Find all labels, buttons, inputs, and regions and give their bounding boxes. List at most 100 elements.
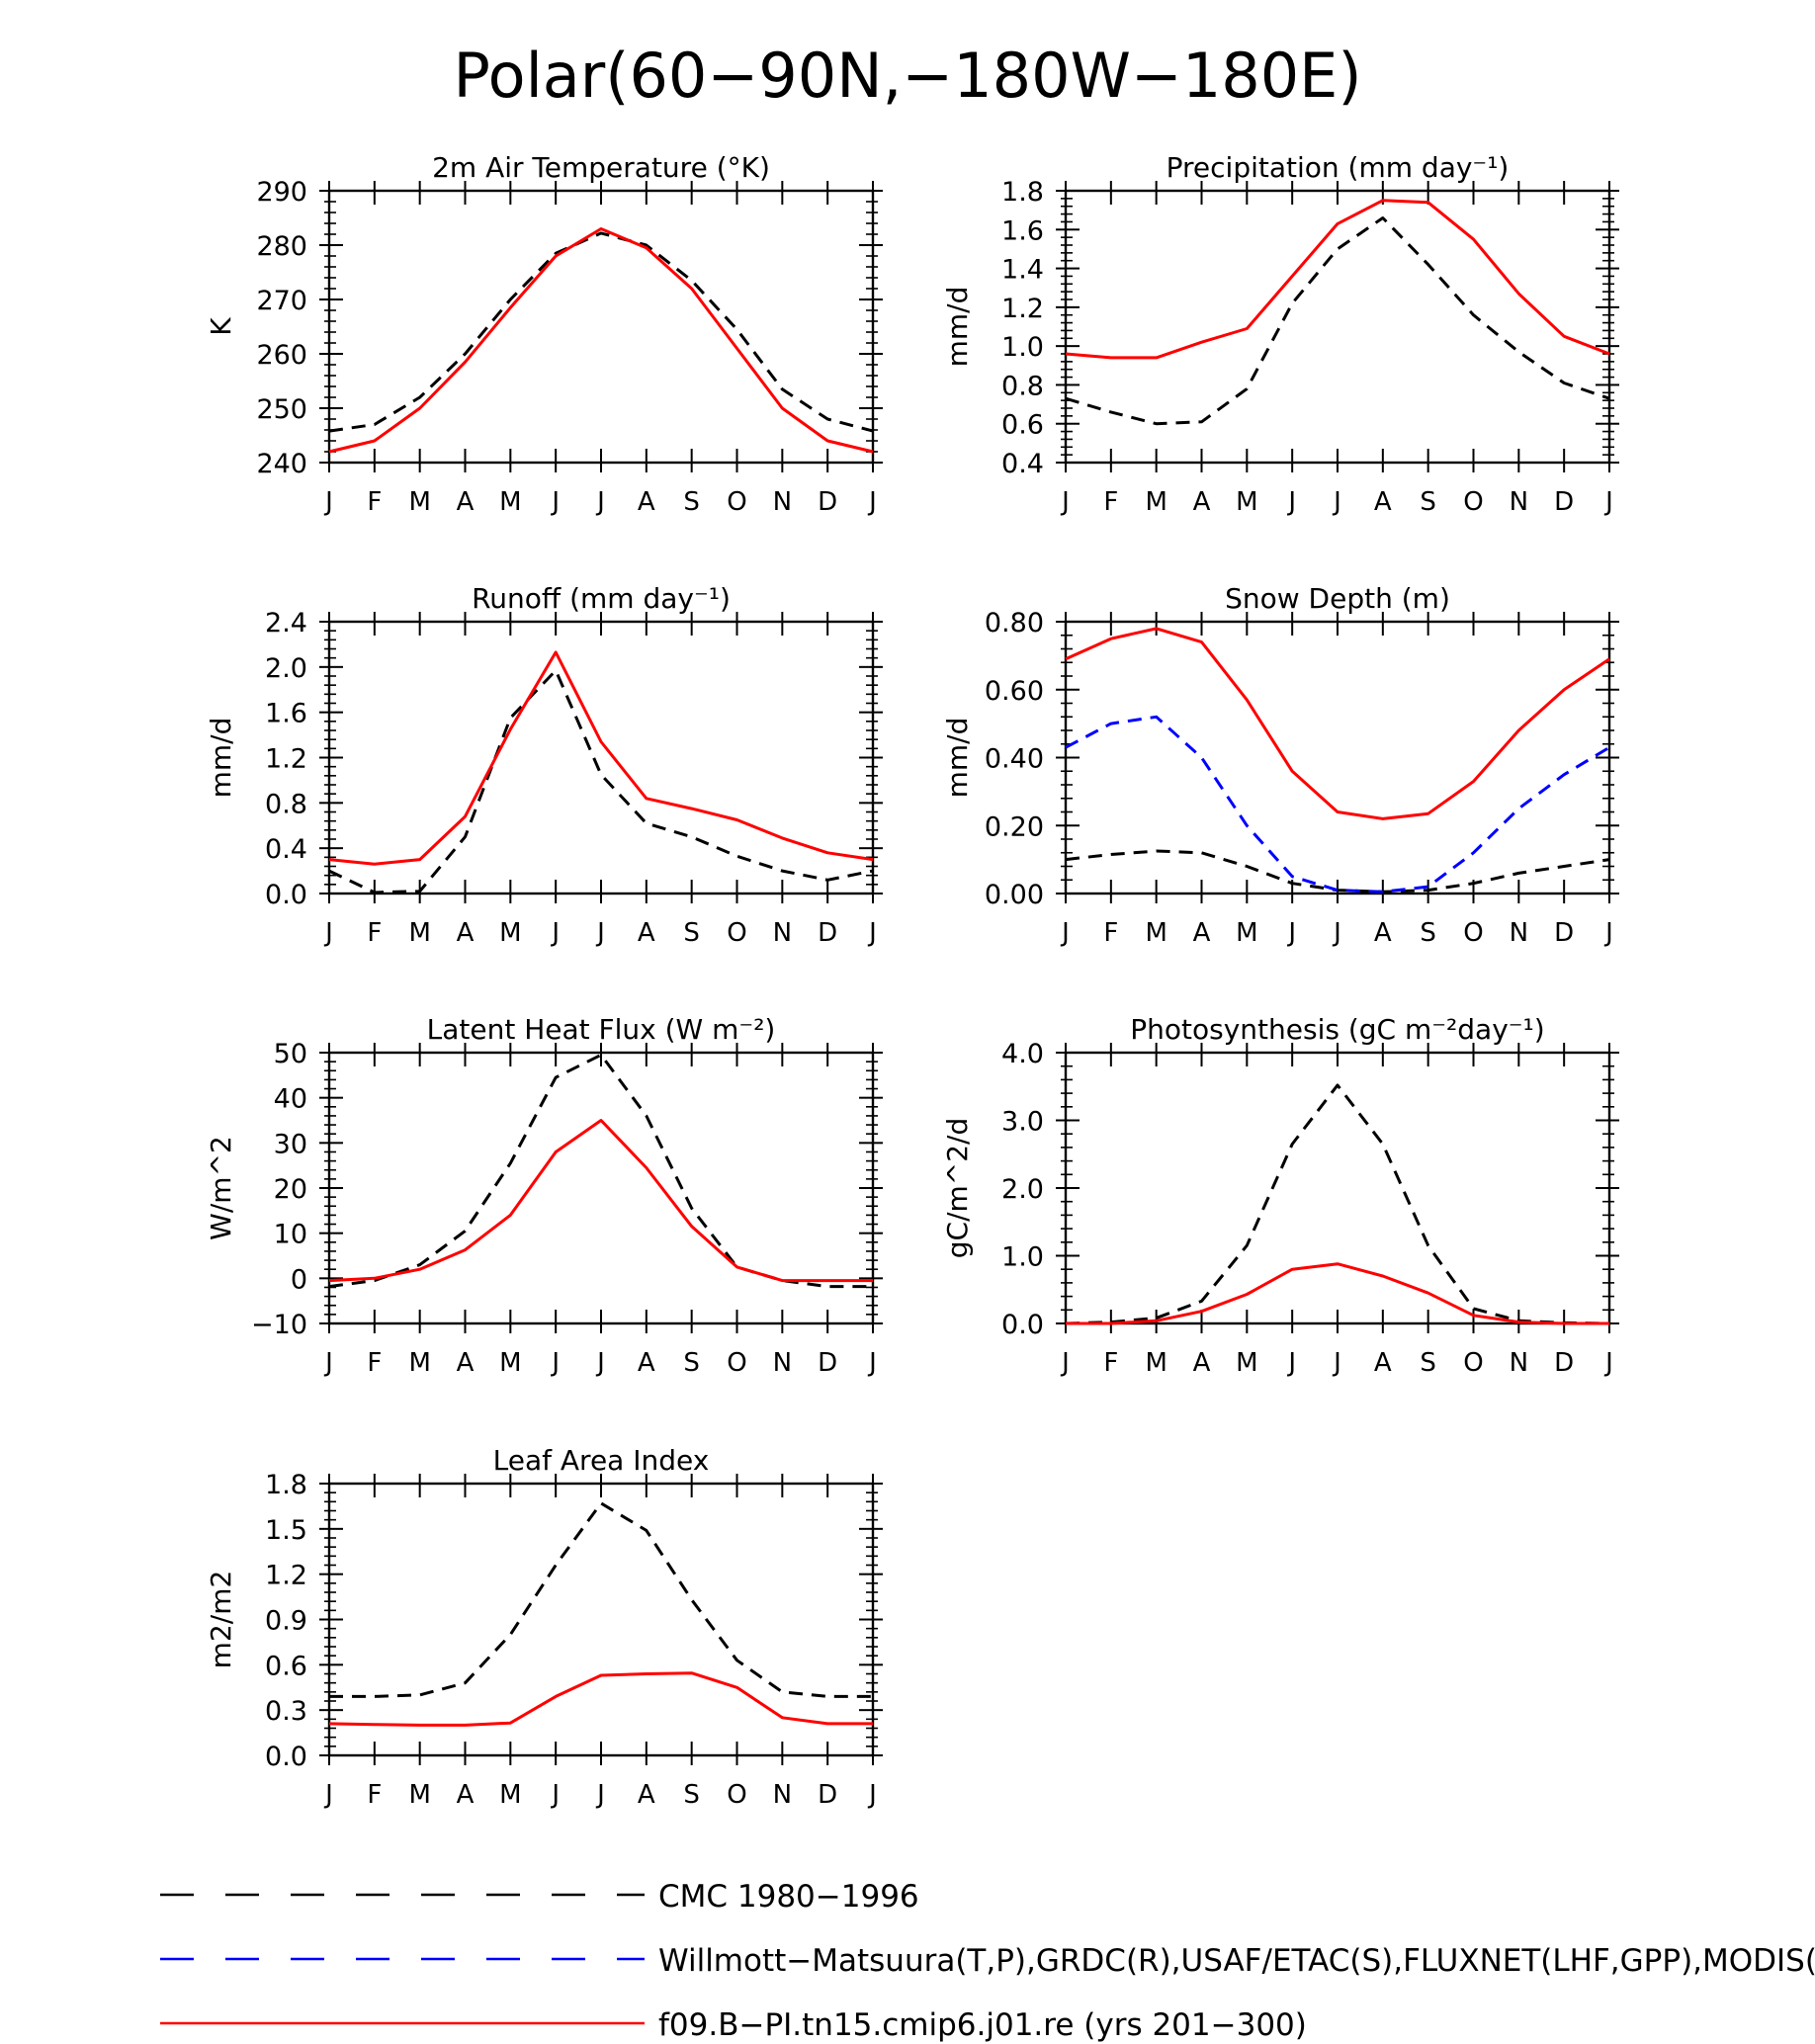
x-tick-label: M: [408, 487, 430, 517]
x-tick-label: J: [595, 918, 605, 948]
x-tick-label: M: [499, 487, 521, 517]
y-axis-label: mm/d: [941, 718, 974, 799]
y-tick-label: 20: [274, 1174, 307, 1205]
x-tick-label: J: [867, 1780, 877, 1810]
y-tick-label: 270: [256, 286, 307, 316]
panel-title: Leaf Area Index: [493, 1444, 710, 1477]
y-axis-label: K: [205, 317, 237, 336]
y-tick-label: 10: [274, 1220, 307, 1250]
y-tick-label: 2.0: [265, 653, 307, 684]
y-axis-label: gC/m^2/d: [941, 1118, 974, 1259]
y-tick-label: 1.2: [265, 1561, 307, 1591]
x-tick-label: M: [1145, 918, 1167, 948]
y-tick-label: 0.9: [265, 1606, 307, 1637]
legend-label-3: f09.B−PI.tn15.cmip6.j01.re (yrs 201−300): [658, 2007, 1307, 2043]
x-tick-label: N: [1510, 487, 1528, 517]
y-tick-label: −10: [251, 1310, 307, 1340]
x-tick-label: M: [1236, 918, 1257, 948]
x-tick-label: A: [457, 1348, 475, 1378]
x-tick-label: J: [867, 487, 877, 517]
panel-title: 2m Air Temperature (°K): [432, 151, 770, 184]
x-tick-label: S: [1420, 1348, 1436, 1378]
x-tick-label: O: [727, 1780, 746, 1810]
y-tick-label: 0.0: [1001, 1310, 1044, 1340]
x-tick-label: D: [818, 487, 837, 517]
x-tick-label: J: [595, 487, 605, 517]
x-tick-label: A: [457, 487, 475, 517]
x-tick-label: J: [323, 487, 333, 517]
x-tick-label: S: [1420, 918, 1436, 948]
x-tick-label: S: [683, 1348, 700, 1378]
y-tick-label: 0.8: [1001, 371, 1044, 401]
y-tick-label: 0.00: [985, 880, 1044, 910]
x-tick-label: O: [727, 1348, 746, 1378]
panel-title: Runoff (mm day⁻¹): [472, 582, 731, 615]
y-tick-label: 0.6: [1001, 410, 1044, 441]
y-tick-label: 40: [274, 1084, 307, 1115]
y-tick-label: 0.40: [985, 744, 1044, 775]
y-tick-label: 1.8: [1001, 177, 1044, 208]
x-tick-label: M: [499, 918, 521, 948]
x-tick-label: M: [408, 1780, 430, 1810]
x-tick-label: N: [773, 1780, 792, 1810]
y-tick-label: 0.6: [265, 1651, 307, 1681]
y-tick-label: 1.4: [1001, 255, 1044, 286]
series-line-1: [328, 668, 874, 894]
x-tick-label: F: [367, 487, 382, 517]
x-tick-label: O: [1463, 487, 1483, 517]
x-tick-label: J: [550, 1780, 560, 1810]
series-line-1: [1065, 216, 1610, 426]
x-tick-label: J: [595, 1780, 605, 1810]
x-tick-label: J: [1332, 487, 1341, 517]
x-tick-label: F: [367, 1348, 382, 1378]
x-tick-label: N: [1510, 918, 1528, 948]
x-tick-label: J: [550, 918, 560, 948]
y-tick-label: 1.2: [1001, 294, 1044, 324]
x-tick-label: F: [1103, 918, 1118, 948]
y-tick-label: 0.80: [985, 608, 1044, 639]
y-axis-label: m2/m2: [205, 1571, 237, 1669]
x-tick-label: J: [1060, 1348, 1070, 1378]
x-tick-label: A: [1374, 1348, 1392, 1378]
x-tick-label: D: [818, 1348, 837, 1378]
x-tick-label: J: [1286, 918, 1296, 948]
y-axis-label: mm/d: [205, 718, 237, 799]
y-axis-label: W/m^2: [205, 1136, 237, 1240]
x-tick-label: A: [1374, 918, 1392, 948]
series-line-2: [328, 227, 874, 454]
y-tick-label: 1.8: [265, 1470, 307, 1500]
x-tick-label: J: [1286, 487, 1296, 517]
x-tick-label: S: [683, 1780, 700, 1810]
x-tick-label: F: [1103, 487, 1118, 517]
chart-panel-6: J F M A M J J A S O N D J0.01.02.03.04.0Photosynthes…: [941, 1013, 1619, 1378]
series-line-1: [328, 231, 874, 433]
x-tick-label: A: [457, 918, 475, 948]
y-tick-label: 1.6: [265, 699, 307, 729]
x-tick-label: A: [638, 487, 655, 517]
y-tick-label: 1.6: [1001, 215, 1044, 246]
y-tick-label: 2.4: [265, 608, 307, 639]
x-tick-label: J: [323, 1348, 333, 1378]
panel-title: Latent Heat Flux (W m⁻²): [427, 1013, 776, 1046]
x-tick-label: A: [457, 1780, 475, 1810]
y-tick-label: 0.4: [265, 834, 307, 865]
x-tick-label: M: [408, 1348, 430, 1378]
x-tick-label: J: [595, 1348, 605, 1378]
x-tick-label: F: [367, 918, 382, 948]
series-line-2: [1065, 715, 1610, 894]
chart-panel-3: J F M A M J J A S O N D J0.00.40.81.21.62.02.4Runoff…: [205, 582, 883, 948]
y-tick-label: 1.5: [265, 1515, 307, 1546]
x-tick-label: O: [1463, 1348, 1483, 1378]
series-line-1: [328, 1053, 873, 1289]
series-line-1: [1065, 849, 1610, 894]
figure-title: Polar(60−90N,−180W−180E): [453, 40, 1361, 112]
x-tick-label: A: [638, 1780, 655, 1810]
x-tick-label: N: [773, 487, 792, 517]
y-tick-label: 250: [256, 394, 307, 425]
y-tick-label: 2.0: [1001, 1174, 1044, 1205]
x-tick-label: O: [1463, 918, 1483, 948]
y-tick-label: 240: [256, 449, 307, 479]
